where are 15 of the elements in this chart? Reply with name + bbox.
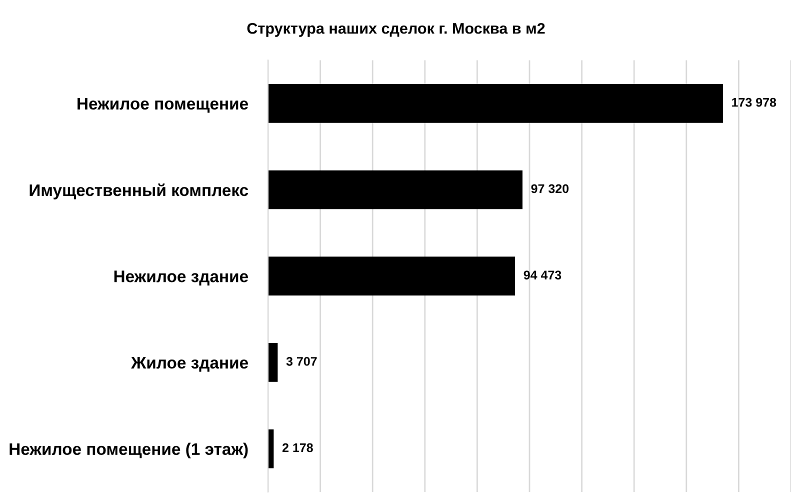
data-label: 97 320 bbox=[531, 184, 569, 194]
bar bbox=[268, 170, 522, 210]
data-label: 94 473 bbox=[524, 270, 562, 280]
y-tick-label: Нежилое помещение (1 этаж) bbox=[10, 442, 248, 458]
chart-title: Структура наших сделок г. Москва в м2 bbox=[247, 22, 545, 37]
y-tick-label: Жилое здание bbox=[131, 357, 248, 372]
bar bbox=[268, 343, 278, 382]
data-label: 2 178 bbox=[282, 443, 313, 452]
y-tick-label: Имущественный комплекс bbox=[30, 184, 248, 200]
y-tick-label: Нежилое здание bbox=[114, 270, 248, 286]
y-tick-label: Нежилое помещение bbox=[78, 98, 248, 113]
data-label: 3 707 bbox=[286, 356, 317, 366]
bar bbox=[268, 256, 516, 296]
data-label: 173 978 bbox=[732, 98, 776, 107]
bar bbox=[268, 84, 723, 123]
